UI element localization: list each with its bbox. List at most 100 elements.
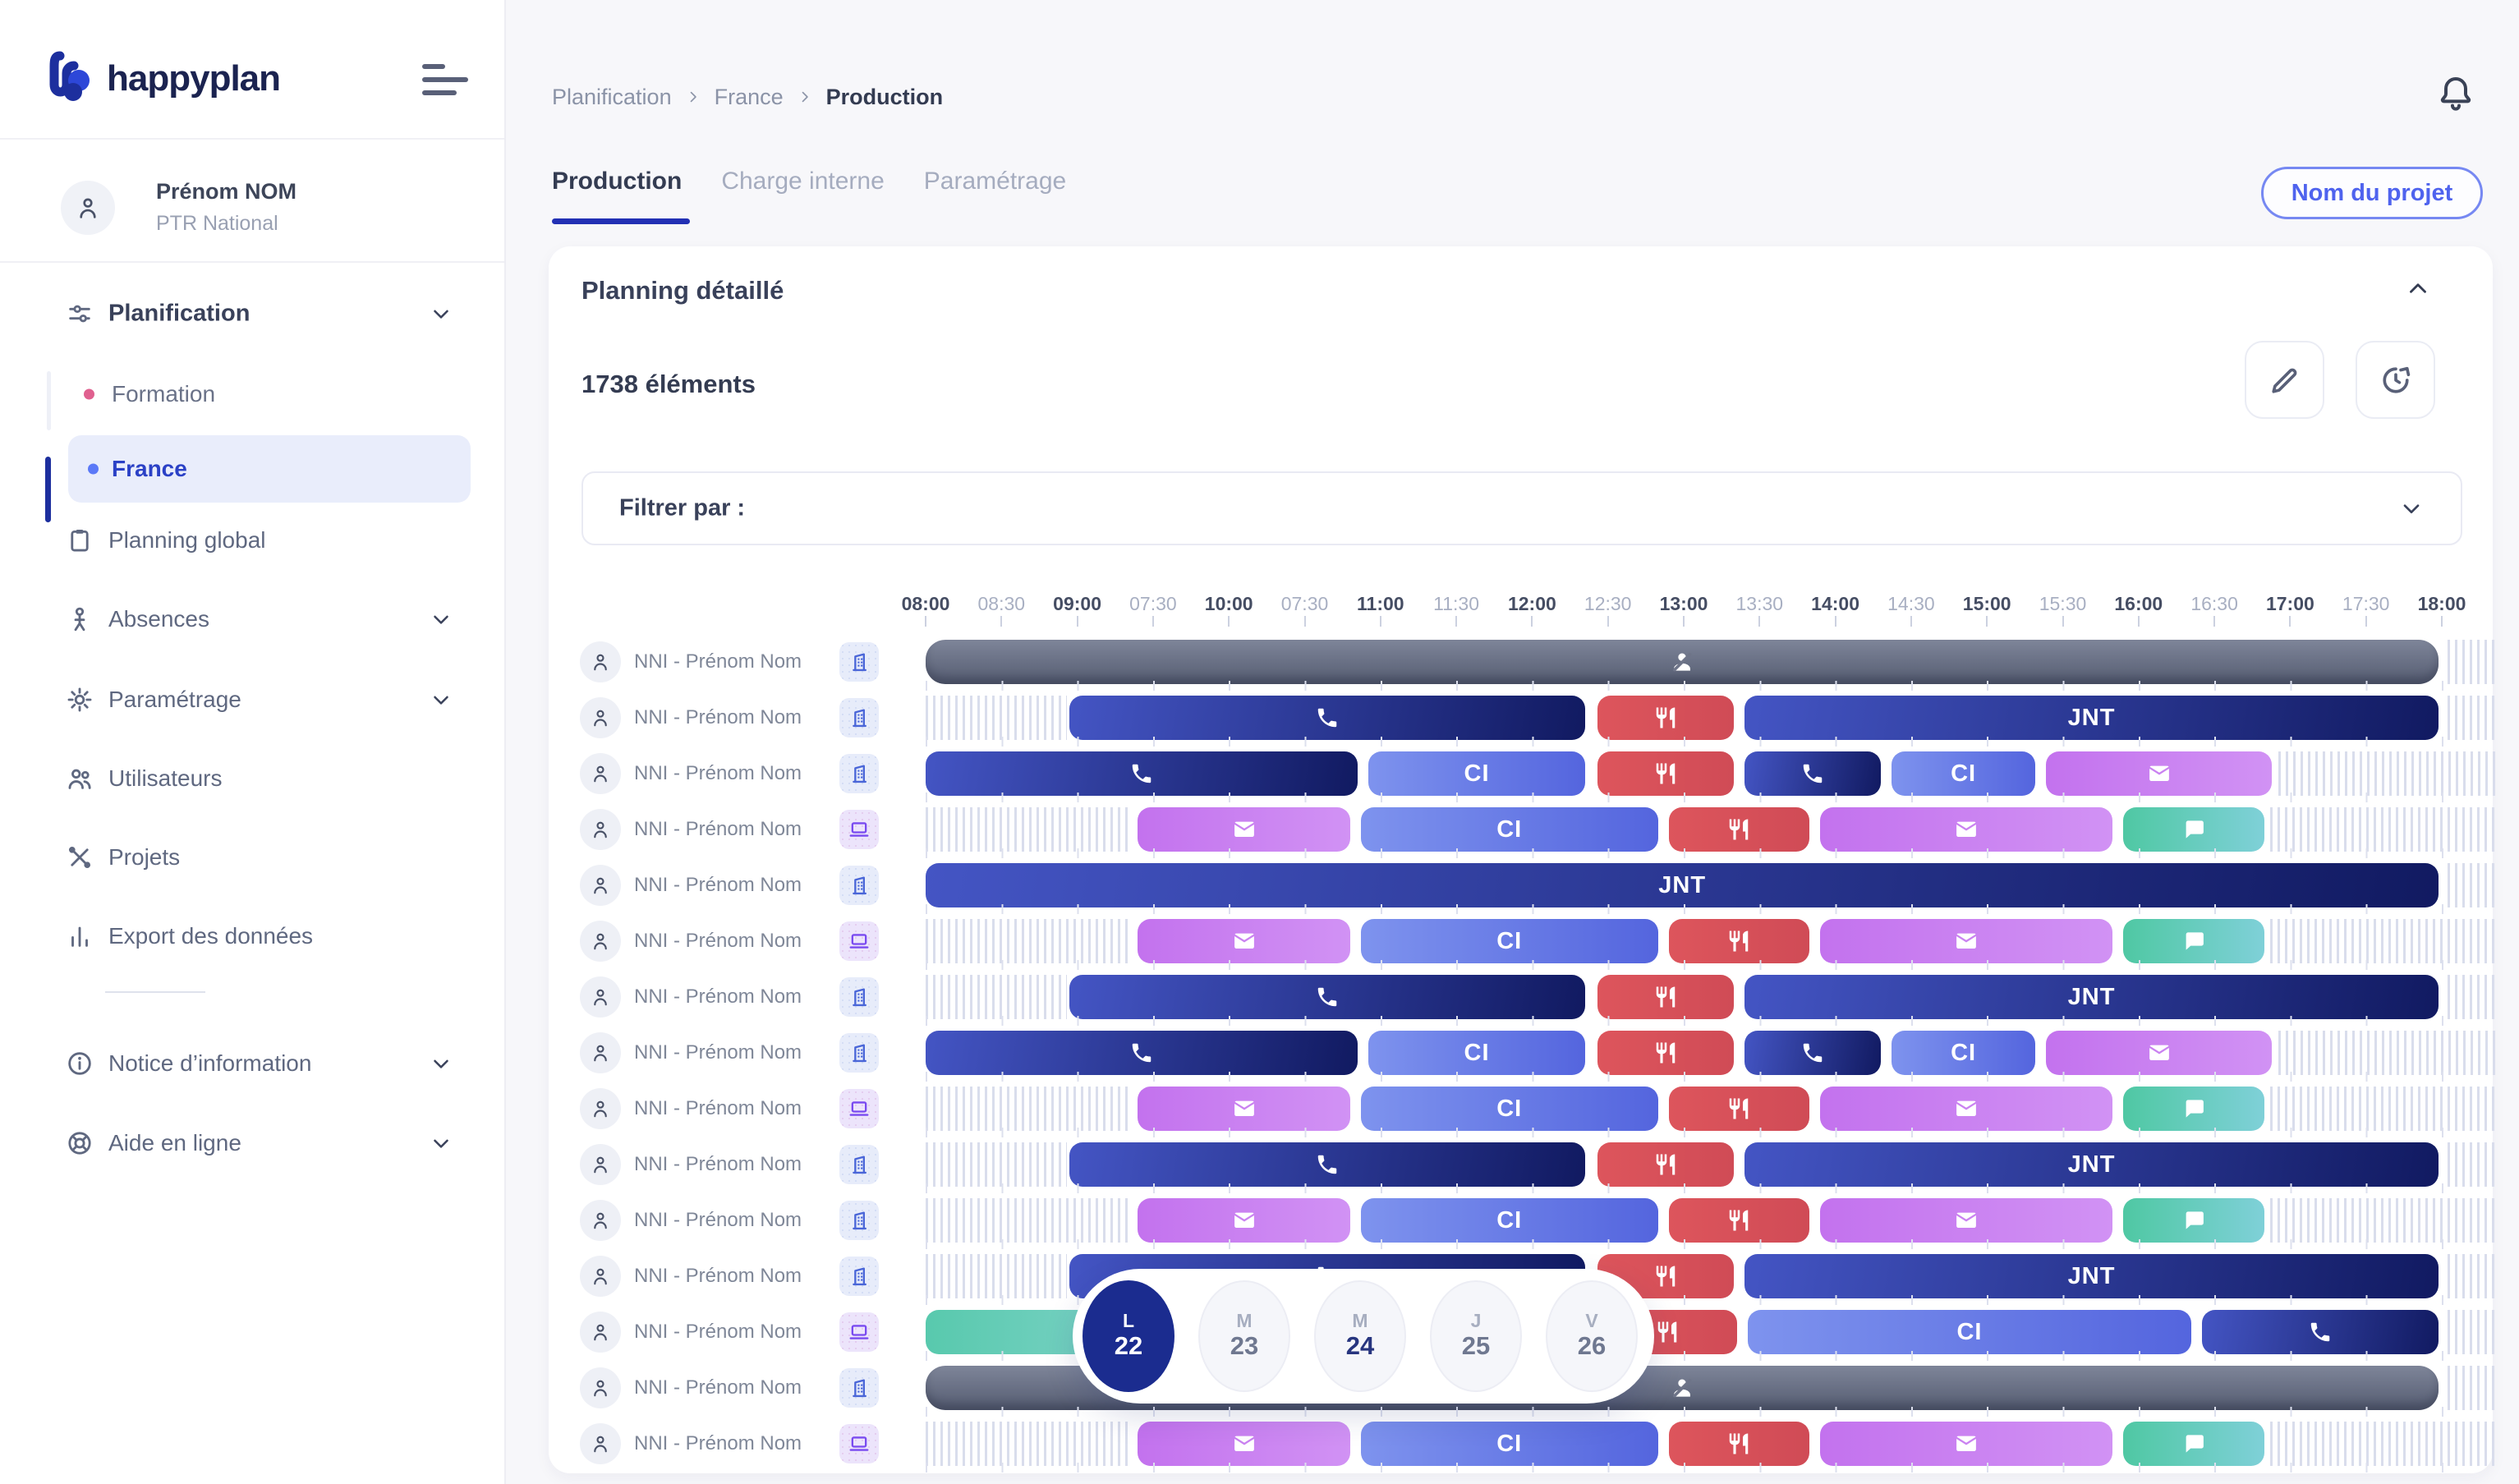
edit-button[interactable] bbox=[2245, 341, 2324, 419]
sidebar-item-notice-information[interactable]: Notice d’information bbox=[0, 1041, 506, 1087]
sidebar-item-parametrage[interactable]: Paramétrage bbox=[0, 677, 506, 723]
laptop-chip bbox=[839, 1312, 879, 1352]
segment-meal[interactable] bbox=[1668, 1422, 1810, 1466]
segment-mail[interactable] bbox=[1138, 1422, 1350, 1466]
segment-absence[interactable] bbox=[926, 640, 2439, 684]
menu-hamburger-icon[interactable] bbox=[422, 62, 468, 99]
segment-jnt[interactable]: JNT bbox=[1744, 696, 2439, 740]
segment-jnt[interactable]: JNT bbox=[1744, 1254, 2439, 1298]
chevron-up-icon bbox=[2410, 283, 2426, 293]
segment-ci[interactable]: CI bbox=[1360, 1087, 1658, 1131]
row-track: CI bbox=[926, 1087, 2496, 1131]
sidebar-item-utilisateurs[interactable]: Utilisateurs bbox=[0, 756, 506, 802]
collapse-panel-button[interactable] bbox=[2392, 268, 2444, 309]
segment-mail[interactable] bbox=[1820, 1087, 2113, 1131]
building-chip bbox=[839, 977, 879, 1017]
status-dot bbox=[84, 388, 94, 400]
segment-ci[interactable]: CI bbox=[1891, 751, 2036, 796]
segment-ci[interactable]: CI bbox=[1368, 751, 1585, 796]
sidebar-item-label: Aide en ligne bbox=[108, 1130, 241, 1155]
day-23[interactable]: M 23 bbox=[1198, 1280, 1290, 1392]
row-tick-marks bbox=[926, 904, 2496, 914]
segment-mail[interactable] bbox=[1138, 807, 1350, 852]
segment-ci[interactable]: CI bbox=[1360, 807, 1658, 852]
person-icon bbox=[594, 1156, 607, 1174]
sidebar-item-label: Paramétrage bbox=[108, 687, 241, 712]
active-item-indicator bbox=[45, 457, 51, 522]
filter-dropdown[interactable]: Filtrer par : bbox=[581, 471, 2462, 545]
chat-icon bbox=[2186, 932, 2204, 950]
history-button[interactable] bbox=[2356, 341, 2435, 419]
segment-mail[interactable] bbox=[1820, 1198, 2113, 1243]
segment-phone[interactable] bbox=[2202, 1310, 2439, 1354]
segment-mail[interactable] bbox=[1820, 919, 2113, 963]
notifications-bell-icon[interactable] bbox=[2434, 72, 2477, 115]
breadcrumb-item[interactable]: France bbox=[714, 84, 784, 109]
tab-production[interactable]: Production bbox=[552, 168, 683, 195]
segment-meal[interactable] bbox=[1597, 1142, 1734, 1187]
tick-mark bbox=[1076, 616, 1078, 627]
segment-ci[interactable]: CI bbox=[1360, 1198, 1658, 1243]
tab-paramétrage[interactable]: Paramétrage bbox=[923, 168, 1067, 195]
segment-phone[interactable] bbox=[926, 1031, 1358, 1075]
segment-mail[interactable] bbox=[1138, 919, 1350, 963]
sidebar-item-label: Planning global bbox=[108, 527, 266, 553]
segment-phone[interactable] bbox=[1744, 1031, 1881, 1075]
sidebar-item-export-donnees[interactable]: Export des données bbox=[0, 913, 506, 959]
segment-ci[interactable]: CI bbox=[1747, 1310, 2192, 1354]
segment-ci[interactable]: CI bbox=[1360, 1422, 1658, 1466]
segment-meal[interactable] bbox=[1597, 751, 1734, 796]
segment-meal[interactable] bbox=[1668, 1087, 1810, 1131]
segment-phone[interactable] bbox=[1069, 975, 1585, 1019]
segment-jnt[interactable]: JNT bbox=[926, 863, 2439, 907]
segment-mail[interactable] bbox=[1138, 1198, 1350, 1243]
sidebar-item-absences[interactable]: Absences bbox=[0, 596, 506, 642]
segment-jnt[interactable]: JNT bbox=[1744, 1142, 2439, 1187]
day-26[interactable]: V 26 bbox=[1546, 1280, 1638, 1392]
project-name-button[interactable]: Nom du projet bbox=[2261, 167, 2483, 219]
segment-meal[interactable] bbox=[1597, 1031, 1734, 1075]
day-24[interactable]: M 24 bbox=[1314, 1280, 1406, 1392]
tab-charge-interne[interactable]: Charge interne bbox=[721, 168, 885, 195]
segment-ci[interactable]: CI bbox=[1891, 1031, 2036, 1075]
segment-ci[interactable]: CI bbox=[1360, 919, 1658, 963]
segment-chat[interactable] bbox=[2123, 1198, 2264, 1243]
segment-stripe bbox=[926, 1198, 1128, 1243]
row-tick-marks bbox=[926, 793, 2496, 802]
row-avatar bbox=[580, 1256, 621, 1297]
segment-phone[interactable] bbox=[1069, 696, 1585, 740]
sidebar-item-formation[interactable]: Formation bbox=[0, 371, 506, 417]
day-25[interactable]: J 25 bbox=[1430, 1280, 1522, 1392]
day-22[interactable]: L 22 bbox=[1083, 1280, 1174, 1392]
segment-meal[interactable] bbox=[1597, 696, 1734, 740]
building-chip bbox=[839, 1033, 879, 1073]
segment-stripe bbox=[2278, 751, 2495, 796]
segment-phone[interactable] bbox=[1744, 751, 1881, 796]
segment-phone[interactable] bbox=[926, 751, 1358, 796]
segment-mail[interactable] bbox=[2046, 1031, 2273, 1075]
segment-ci[interactable]: CI bbox=[1368, 1031, 1585, 1075]
sidebar-item-aide-en-ligne[interactable]: Aide en ligne bbox=[0, 1120, 506, 1166]
breadcrumb-item[interactable]: Planification bbox=[552, 84, 672, 109]
segment-chat[interactable] bbox=[2123, 1422, 2264, 1466]
sidebar-item-planification[interactable]: Planification bbox=[0, 291, 506, 337]
sidebar-item-planning-global[interactable]: Planning global bbox=[0, 517, 506, 563]
segment-mail[interactable] bbox=[1138, 1087, 1350, 1131]
segment-chat[interactable] bbox=[2123, 1087, 2264, 1131]
segment-meal[interactable] bbox=[1597, 975, 1734, 1019]
laptop-chip bbox=[839, 921, 879, 961]
segment-chat[interactable] bbox=[2123, 919, 2264, 963]
segment-meal[interactable] bbox=[1668, 807, 1810, 852]
sidebar-item-projets[interactable]: Projets bbox=[0, 834, 506, 880]
segment-mail[interactable] bbox=[1820, 1422, 2113, 1466]
sidebar-item-france[interactable]: France bbox=[68, 435, 471, 503]
segment-phone[interactable] bbox=[1069, 1142, 1585, 1187]
segment-jnt[interactable]: JNT bbox=[1744, 975, 2439, 1019]
segment-meal[interactable] bbox=[1668, 1198, 1810, 1243]
segment-mail[interactable] bbox=[2046, 751, 2273, 796]
clipboard-icon bbox=[71, 529, 89, 552]
segment-mail[interactable] bbox=[1820, 807, 2113, 852]
segment-meal[interactable] bbox=[1668, 919, 1810, 963]
segment-chat[interactable] bbox=[2123, 807, 2264, 852]
segment-label: JNT bbox=[2067, 1262, 2116, 1289]
